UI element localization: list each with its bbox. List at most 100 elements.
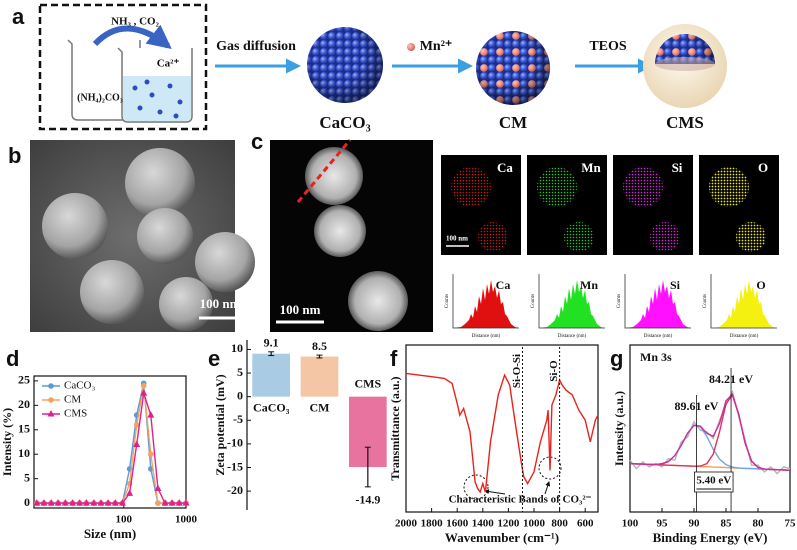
plot-frame [629,344,791,513]
bar [300,356,339,397]
panel-label: d [6,346,19,371]
data-point [82,499,90,506]
y-tick-label: -5 [233,412,243,426]
y-tick-label: 10 [231,341,243,355]
y-tick-label: 5 [237,365,243,379]
scale-bar-label: 100 nm [446,235,468,243]
data-point [97,499,105,506]
solution-label: (NH₄)₂CO₃ [77,92,123,103]
element-label: Si [672,160,683,175]
value-label: 8.5 [312,339,327,353]
category-label: CM [310,400,330,414]
data-point [47,499,55,506]
element-label: Mn [581,160,601,175]
data-point [118,499,126,506]
data-point [126,489,134,496]
legend-label: CM [64,394,81,406]
y-tick-label: 20 [18,397,30,411]
y-tick-label: 10 [18,446,30,460]
y-tick-label: 5 [24,470,30,484]
line-scan: Si Distance (nm) Counts [617,274,691,339]
data-point [175,499,183,506]
product-label: CM [499,113,527,132]
element-map: Ca 100 nm [441,155,521,255]
scale-bar-label: 100 nm [280,302,321,317]
series-line [36,392,186,504]
splitting-label: 5.40 eV [696,475,731,487]
scan-x-label: Distance (nm) [472,334,501,339]
series-line [405,372,599,494]
gas-arrow [92,24,172,49]
x-tick-label: 75 [785,518,797,530]
category-label: CMS [354,376,381,390]
data-point [140,382,147,389]
x-tick-label: 85 [721,518,733,530]
line-scan: Ca Distance (nm) Counts [445,274,519,339]
highlight-circle [538,456,562,480]
element-map: Si [613,155,693,255]
y-axis-label: Intensity (%) [0,408,14,476]
dashed-box [38,3,208,131]
element-label: Ca [496,278,511,292]
y-tick-label: 0 [24,495,30,509]
y-tick-label: 25 [18,373,30,387]
chart-title: Mn 3s [640,350,672,364]
sem-image: 100 nm [30,140,255,332]
plot-frame [405,344,599,513]
x-tick-label: 1600 [446,518,469,530]
data-point [148,451,154,458]
element-label: Si [670,278,681,292]
scan-x-label: Distance (nm) [558,334,587,339]
element-label: Ca [497,160,513,175]
line-scan: Mn Distance (nm) Counts [531,274,605,339]
product-label: CaCO₃ [319,113,370,132]
x-tick-label: 1200 [497,518,520,530]
y-axis-label: Intensity (a.u.) [612,391,626,466]
panel-label: b [8,143,21,168]
y-tick-label: 0 [237,388,243,402]
data-point [140,389,148,396]
data-point [40,499,48,506]
value-label: 9.1 [264,336,279,350]
ion-label: Ca²⁺ [157,58,180,70]
x-axis-label: Binding Energy (eV) [653,530,768,545]
data-point [182,499,190,506]
element-label: O [758,160,768,175]
element-map: O [699,155,779,255]
scan-y-label: Counts [445,294,450,308]
schematic: NH₃ , CO₂ Ca²⁺ (NH₄)₂CO₃ Gas diffusion C… [38,3,727,132]
data-point [61,499,69,506]
scan-y-label: Counts [531,294,536,308]
data-point [133,422,140,428]
mn-ion [407,43,415,51]
band-label: Si-O-Si [511,354,523,388]
solution [123,76,191,121]
series-line [629,424,791,471]
annotation: Characteristic Bands of CO₃²⁻ [449,494,592,506]
y-tick-label: 15 [18,422,30,436]
legend-marker [48,397,54,403]
data-point [147,411,155,418]
pointer-arrow [484,489,506,495]
data-point [33,499,41,506]
x-tick-label: 1400 [472,518,495,530]
scale-bar-label: 100 nm [200,296,241,311]
element-map: Mn [527,155,607,255]
series-line [629,392,791,471]
legend-label: CMS [64,408,87,420]
panel-label: c [251,129,263,154]
series-line [36,385,186,504]
x-tick-label: 1800 [421,518,444,530]
x-tick-label: 2000 [395,518,418,530]
sphere-shade [307,27,383,103]
data-point [133,440,141,447]
x-axis-label: Wavenumber (cm⁻¹) [445,530,559,545]
x-axis-label: Size (nm) [84,526,136,541]
data-point [161,499,169,506]
data-point [168,499,176,506]
x-tick-label: 80 [753,518,765,530]
series-line [36,383,186,504]
pointer-arrow [544,481,551,495]
sphere-shade [655,34,715,64]
